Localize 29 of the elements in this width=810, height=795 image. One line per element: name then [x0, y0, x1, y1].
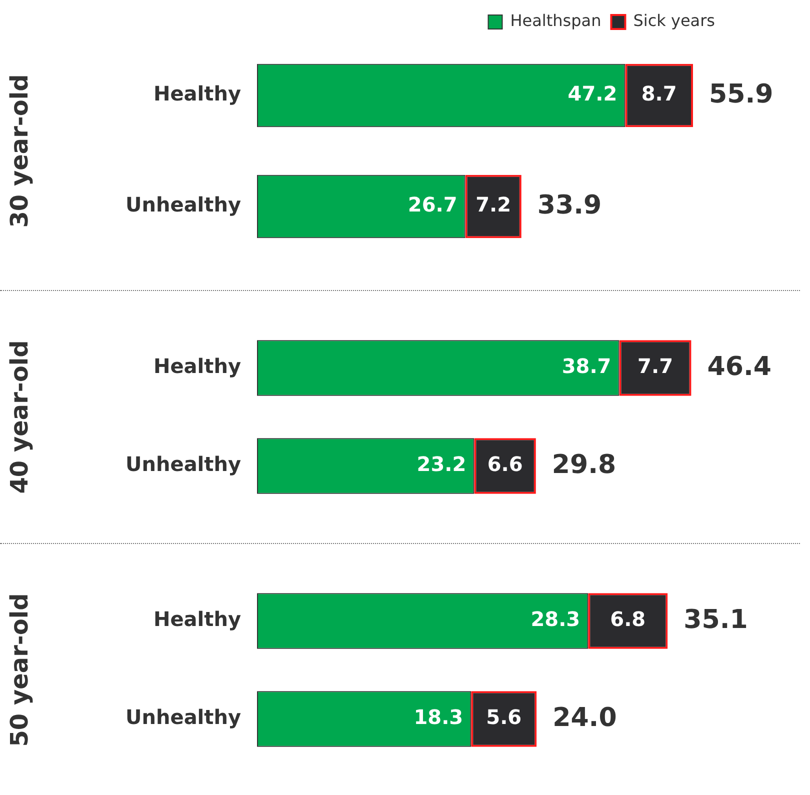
total-label: 33.9: [537, 190, 602, 220]
y-tick-label: Healthy: [154, 607, 241, 632]
total-label: 24.0: [552, 702, 617, 733]
y-axis-title: 40 year-old: [6, 340, 34, 494]
legend-label: Healthspan: [510, 11, 602, 30]
y-tick-label: Unhealthy: [126, 705, 241, 730]
total-label: 55.9: [709, 79, 774, 110]
total-label: 46.4: [707, 352, 772, 382]
data-label: 6.6: [487, 452, 523, 476]
data-label: 23.2: [416, 452, 466, 476]
y-tick-label: Unhealthy: [126, 452, 241, 476]
data-label: 5.6: [486, 705, 522, 730]
total-label: 29.8: [552, 450, 616, 480]
data-label: 38.7: [562, 354, 612, 378]
data-label: 28.3: [530, 607, 580, 632]
total-label: 35.1: [684, 604, 748, 635]
data-label: 7.7: [638, 354, 673, 378]
data-label: 6.8: [610, 607, 646, 632]
data-label: 47.2: [568, 82, 618, 106]
y-tick-label: Healthy: [154, 82, 241, 106]
y-axis-title: 30 year-old: [6, 74, 34, 228]
legend-label: Sick years: [633, 11, 715, 30]
y-axis-title: 50 year-old: [6, 593, 34, 747]
y-tick-label: Unhealthy: [126, 192, 241, 217]
data-label: 8.7: [641, 82, 677, 106]
data-label: 18.3: [414, 705, 464, 730]
data-label: 7.2: [476, 192, 512, 217]
data-label: 26.7: [408, 192, 458, 217]
y-tick-label: Healthy: [154, 354, 241, 378]
